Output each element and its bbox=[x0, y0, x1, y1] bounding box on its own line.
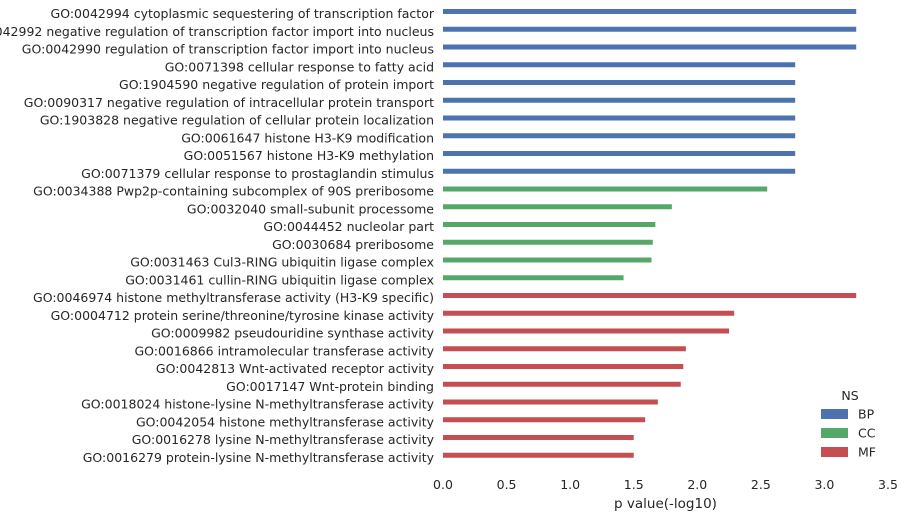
bar-cc bbox=[443, 239, 653, 245]
bar-cc bbox=[443, 204, 672, 210]
bar-bp bbox=[443, 26, 857, 32]
category-label: GO:0061647 histone H3-K9 modification bbox=[181, 130, 434, 145]
category-label: GO:0071398 cellular response to fatty ac… bbox=[165, 59, 434, 74]
category-label: GO:0016278 lysine N-methyltransferase ac… bbox=[132, 432, 435, 447]
bar-bp bbox=[443, 44, 857, 50]
x-tick-label: 1.0 bbox=[560, 477, 580, 492]
x-tick-label: 2.5 bbox=[751, 477, 771, 492]
x-axis-ticks: 0.0 0.5 1.0 1.5 2.0 2.5 3.0 3.5 bbox=[433, 477, 898, 492]
category-label: GO:0031461 cullin-RING ubiquitin ligase … bbox=[125, 272, 434, 287]
bar-mf bbox=[443, 435, 634, 440]
category-label: GO:0051567 histone H3-K9 methylation bbox=[184, 148, 434, 163]
category-label: GO:1903828 negative regulation of cellul… bbox=[40, 113, 434, 128]
bar-mf bbox=[443, 346, 686, 352]
category-label: GO:0090317 negative regulation of intrac… bbox=[24, 95, 434, 110]
bar-bp bbox=[443, 80, 796, 85]
category-label: GO:0042992 negative regulation of transc… bbox=[0, 24, 434, 39]
bar-cc bbox=[443, 222, 656, 227]
category-label: GO:0042054 histone methyltransferase act… bbox=[136, 414, 435, 429]
category-label: GO:0030684 preribosome bbox=[272, 237, 434, 252]
bar-bp bbox=[443, 151, 796, 156]
x-tick-label: 0.0 bbox=[433, 477, 453, 492]
category-label: GO:0017147 Wnt-protein binding bbox=[226, 379, 434, 394]
category-label: GO:0016279 protein-lysine N-methyltransf… bbox=[83, 450, 435, 465]
category-label: GO:0032040 small-subunit processome bbox=[187, 201, 434, 216]
category-label: GO:1904590 negative regulation of protei… bbox=[119, 77, 434, 92]
bar-bp bbox=[443, 97, 796, 103]
bar-bp bbox=[443, 115, 796, 121]
bar-mf bbox=[443, 310, 735, 316]
bar-cc bbox=[443, 275, 624, 281]
category-label: GO:0016866 intramolecular transferase ac… bbox=[134, 343, 434, 358]
bar-bp bbox=[443, 62, 796, 68]
x-tick-label: 1.5 bbox=[624, 477, 644, 492]
bar-cc bbox=[443, 186, 768, 192]
x-tick-label: 3.5 bbox=[878, 477, 898, 492]
category-label: GO:0034388 Pwp2p-containing subcomplex o… bbox=[33, 184, 434, 199]
bar-mf bbox=[443, 293, 857, 298]
bar-bp bbox=[443, 133, 796, 139]
category-label: GO:0031463 Cul3-RING ubiquitin ligase co… bbox=[130, 255, 434, 270]
bars bbox=[443, 9, 857, 458]
category-label: GO:0009982 pseudouridine synthase activi… bbox=[151, 326, 435, 341]
bar-bp bbox=[443, 168, 796, 174]
category-label: GO:0071379 cellular response to prostagl… bbox=[81, 166, 434, 181]
bar-mf bbox=[443, 452, 634, 458]
x-tick-label: 2.0 bbox=[687, 477, 707, 492]
legend-title: NS bbox=[841, 388, 858, 403]
bar-mf bbox=[443, 364, 684, 369]
category-label: GO:0004712 protein serine/threonine/tyro… bbox=[51, 308, 435, 323]
x-tick-label: 3.0 bbox=[814, 477, 834, 492]
bar-mf bbox=[443, 399, 658, 405]
bar-mf bbox=[443, 328, 730, 334]
legend-label-mf: MF bbox=[858, 445, 876, 460]
bar-mf bbox=[443, 417, 646, 423]
category-labels: GO:0042994 cytoplasmic sequestering of t… bbox=[0, 6, 435, 465]
legend-label-bp: BP bbox=[858, 407, 875, 422]
legend-swatch-bp bbox=[821, 409, 848, 419]
bar-cc bbox=[443, 257, 652, 263]
category-label: GO:0046974 histone methyltransferase act… bbox=[33, 290, 434, 305]
x-axis-title: p value(-log10) bbox=[614, 496, 717, 512]
x-tick-label: 0.5 bbox=[497, 477, 517, 492]
legend-label-cc: CC bbox=[858, 426, 876, 441]
category-label: GO:0018024 histone-lysine N-methyltransf… bbox=[81, 397, 434, 412]
bar-bp bbox=[443, 9, 857, 14]
legend-swatch-mf bbox=[821, 447, 848, 457]
category-label: GO:0042994 cytoplasmic sequestering of t… bbox=[51, 6, 435, 21]
bar-mf bbox=[443, 381, 681, 387]
legend-swatch-cc bbox=[821, 428, 848, 438]
legend: NS BP CC MF bbox=[821, 388, 876, 460]
category-label: GO:0042990 regulation of transcription f… bbox=[22, 42, 434, 57]
category-label: GO:0042813 Wnt-activated receptor activi… bbox=[156, 361, 435, 376]
category-label: GO:0044452 nucleolar part bbox=[263, 219, 434, 234]
